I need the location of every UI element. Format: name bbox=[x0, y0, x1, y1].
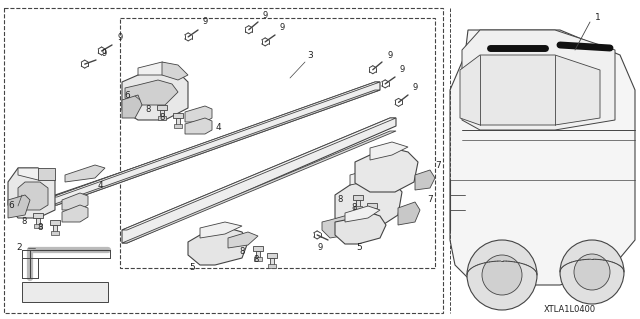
Polygon shape bbox=[157, 105, 167, 110]
Polygon shape bbox=[267, 253, 277, 258]
Polygon shape bbox=[345, 206, 380, 222]
Text: 4: 4 bbox=[215, 123, 221, 132]
Text: 9: 9 bbox=[280, 24, 285, 33]
Circle shape bbox=[467, 240, 537, 310]
Polygon shape bbox=[51, 231, 59, 235]
Text: 6: 6 bbox=[124, 91, 130, 100]
Polygon shape bbox=[52, 82, 380, 197]
Polygon shape bbox=[8, 195, 30, 218]
Text: 9: 9 bbox=[399, 65, 404, 75]
Polygon shape bbox=[18, 182, 48, 210]
Polygon shape bbox=[122, 95, 142, 118]
Polygon shape bbox=[34, 224, 42, 228]
Polygon shape bbox=[176, 118, 180, 125]
Text: 9: 9 bbox=[387, 50, 392, 60]
Polygon shape bbox=[65, 165, 105, 182]
Text: XTLA1L0400: XTLA1L0400 bbox=[544, 306, 596, 315]
Polygon shape bbox=[200, 222, 242, 238]
Text: 6: 6 bbox=[8, 201, 14, 210]
Text: 8: 8 bbox=[37, 224, 43, 233]
Text: 7: 7 bbox=[435, 160, 441, 169]
Polygon shape bbox=[415, 170, 435, 190]
Text: 8: 8 bbox=[351, 204, 356, 212]
Polygon shape bbox=[62, 193, 88, 210]
Polygon shape bbox=[50, 220, 60, 225]
Polygon shape bbox=[322, 215, 355, 238]
Text: 2: 2 bbox=[17, 242, 22, 251]
Polygon shape bbox=[158, 116, 166, 120]
Polygon shape bbox=[122, 118, 396, 230]
Text: 9: 9 bbox=[317, 243, 323, 253]
Polygon shape bbox=[367, 203, 377, 208]
Circle shape bbox=[560, 240, 624, 304]
Polygon shape bbox=[268, 264, 276, 268]
Polygon shape bbox=[398, 202, 420, 225]
Polygon shape bbox=[22, 282, 108, 302]
Text: 5: 5 bbox=[189, 263, 195, 272]
Text: 1: 1 bbox=[595, 13, 601, 23]
Polygon shape bbox=[33, 213, 43, 218]
Polygon shape bbox=[368, 214, 376, 218]
Polygon shape bbox=[253, 246, 263, 251]
Polygon shape bbox=[356, 200, 360, 207]
Polygon shape bbox=[52, 90, 380, 205]
Polygon shape bbox=[185, 106, 212, 122]
Polygon shape bbox=[375, 168, 402, 188]
Text: 4: 4 bbox=[97, 181, 103, 189]
Polygon shape bbox=[122, 118, 396, 243]
Polygon shape bbox=[462, 30, 615, 130]
Polygon shape bbox=[270, 258, 274, 265]
Polygon shape bbox=[254, 257, 262, 261]
Text: 8: 8 bbox=[239, 248, 244, 256]
Polygon shape bbox=[335, 212, 386, 244]
Polygon shape bbox=[460, 55, 600, 125]
Circle shape bbox=[482, 255, 522, 295]
Polygon shape bbox=[122, 131, 396, 243]
Polygon shape bbox=[53, 225, 57, 232]
Text: 8: 8 bbox=[145, 106, 150, 115]
Polygon shape bbox=[162, 62, 188, 80]
Text: 3: 3 bbox=[307, 51, 313, 61]
Polygon shape bbox=[125, 80, 178, 105]
Text: 9: 9 bbox=[412, 84, 418, 93]
Polygon shape bbox=[355, 148, 418, 192]
Polygon shape bbox=[122, 68, 188, 120]
Polygon shape bbox=[55, 85, 380, 195]
Polygon shape bbox=[36, 218, 40, 225]
Polygon shape bbox=[174, 124, 182, 128]
Polygon shape bbox=[450, 30, 635, 285]
Polygon shape bbox=[62, 205, 88, 222]
Text: 8: 8 bbox=[253, 256, 259, 264]
Polygon shape bbox=[18, 168, 55, 180]
Text: 5: 5 bbox=[356, 243, 362, 253]
Text: 9: 9 bbox=[262, 11, 268, 19]
Polygon shape bbox=[350, 168, 392, 185]
Polygon shape bbox=[38, 168, 55, 180]
Polygon shape bbox=[370, 208, 374, 215]
Polygon shape bbox=[8, 168, 55, 218]
Text: 8: 8 bbox=[21, 218, 27, 226]
Polygon shape bbox=[335, 175, 402, 228]
Polygon shape bbox=[173, 113, 183, 118]
Polygon shape bbox=[160, 110, 164, 117]
Polygon shape bbox=[52, 82, 380, 205]
Polygon shape bbox=[138, 62, 178, 75]
Polygon shape bbox=[353, 195, 363, 200]
Polygon shape bbox=[188, 228, 248, 265]
Polygon shape bbox=[185, 118, 212, 134]
Text: 9: 9 bbox=[202, 18, 207, 26]
Polygon shape bbox=[256, 251, 260, 258]
Polygon shape bbox=[354, 206, 362, 210]
Polygon shape bbox=[370, 142, 408, 160]
Text: 8: 8 bbox=[159, 114, 164, 122]
Circle shape bbox=[574, 254, 610, 290]
Text: 9: 9 bbox=[117, 33, 123, 42]
Text: 8: 8 bbox=[337, 196, 342, 204]
Text: 7: 7 bbox=[427, 196, 433, 204]
Polygon shape bbox=[55, 195, 60, 202]
Polygon shape bbox=[228, 232, 258, 248]
Text: 9: 9 bbox=[101, 48, 107, 57]
